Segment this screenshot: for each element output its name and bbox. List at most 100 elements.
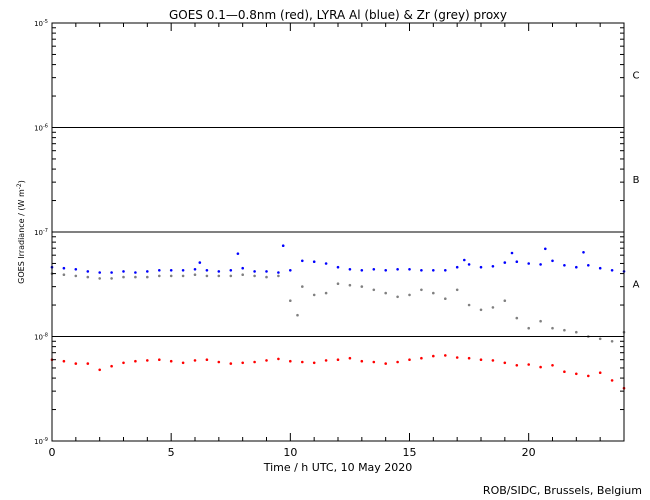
series-2-point (193, 359, 197, 362)
series-0-point (396, 268, 399, 271)
flare-class-label-a: A (633, 280, 640, 291)
series-2-point (598, 371, 602, 375)
series-2 (50, 354, 626, 390)
series-1-point (384, 291, 388, 295)
series-0-point (289, 269, 292, 272)
series-0-point (372, 268, 376, 271)
series-2-point (98, 368, 101, 372)
series-1-point (86, 275, 90, 279)
series-0-point (312, 260, 316, 264)
series-1-point (551, 326, 554, 330)
series-2-point (217, 360, 221, 364)
flare-class-lines (52, 127, 624, 337)
series-2-point (408, 358, 411, 362)
series-2-point (444, 354, 447, 357)
series-2-point (158, 358, 161, 362)
series-1-point (296, 313, 299, 317)
series-1-point (74, 274, 78, 278)
series-1-point (348, 283, 352, 287)
series-1-point (563, 328, 566, 332)
series-2-point (575, 372, 578, 376)
series-1-point (324, 291, 328, 295)
series-2-point (289, 359, 292, 363)
y-axis-label: GOES Irradiance / (W m-2) (16, 180, 26, 284)
series-2-point (515, 364, 519, 367)
series-2-point (467, 356, 471, 360)
series-1-point (515, 316, 519, 320)
series-0-point (193, 268, 197, 271)
y-tick-label: 10-7 (34, 228, 48, 237)
series-0-point (134, 271, 137, 274)
series-1-point (277, 274, 280, 278)
series-1-point (610, 340, 614, 343)
series-1-point (467, 303, 471, 307)
x-tick-label: 0 (49, 446, 56, 459)
series-2-point (312, 361, 316, 365)
series-2-point (396, 360, 399, 364)
series-0-point (110, 271, 113, 274)
series-0-point (510, 251, 514, 255)
series-2-point (253, 360, 256, 364)
series-1-point (360, 285, 364, 288)
series-1-point (98, 277, 101, 280)
y-tick-label: 10-9 (34, 437, 48, 446)
series-0-point (324, 262, 328, 265)
series-0-point (74, 268, 78, 271)
y-axis-label-close: ) (17, 180, 26, 183)
series-0-point (575, 265, 578, 269)
series-0-point (169, 269, 173, 272)
series-1-point (265, 275, 268, 279)
series-0-point (563, 264, 566, 267)
series-1-point (253, 274, 256, 278)
series-0-point (515, 260, 519, 264)
y-axis: 10-9 10-8 10-7 10-6 10-5 (34, 19, 624, 446)
series-0-point (598, 266, 602, 270)
series-0-point (301, 259, 304, 263)
series-1-point (408, 293, 411, 297)
series-0-point (198, 261, 202, 264)
series-2-point (181, 361, 185, 365)
series-2-point (384, 362, 388, 365)
series-1-point (312, 293, 316, 297)
series-0-point (217, 270, 221, 273)
x-axis-label: Time / h UTC, 10 May 2020 (263, 461, 413, 474)
series-1-point (122, 275, 125, 279)
series-0-point (241, 266, 244, 270)
series-1-point (301, 285, 304, 288)
series-2-point (277, 357, 280, 361)
series-2-point (551, 364, 554, 367)
series-0 (50, 244, 626, 274)
series-2-point (229, 362, 233, 365)
series-0-point (86, 270, 90, 273)
flare-class-label-c: C (633, 71, 640, 82)
series-1-point (420, 288, 423, 292)
x-tick-label: 5 (168, 446, 175, 459)
series-2-point (86, 362, 90, 365)
flare-class-label-b: B (633, 175, 640, 186)
series-0-point (467, 263, 471, 266)
series-0-point (236, 252, 240, 255)
series-2-point (205, 358, 209, 362)
series-0-point (62, 266, 66, 270)
series-2-point (491, 359, 495, 362)
series-1-point (336, 282, 340, 286)
series-0-point (544, 247, 547, 251)
series-2-point (241, 361, 244, 365)
series-1-point (396, 295, 399, 299)
series-0-point (281, 244, 285, 247)
series-2-point (110, 364, 113, 368)
series-0-point (539, 263, 542, 266)
series-0-point (408, 268, 411, 271)
y-tick-label: 10-6 (34, 124, 48, 133)
series-1-point (527, 326, 530, 330)
series-0-point (181, 269, 185, 272)
chart-title: GOES 0.1—0.8nm (red), LYRA Al (blue) & Z… (169, 8, 507, 22)
series-0-point (253, 270, 256, 273)
series-0-point (205, 269, 209, 272)
series-2-point (74, 362, 78, 365)
series-0-point (551, 259, 554, 263)
series-1-point (598, 337, 602, 341)
series-2-point (420, 356, 423, 360)
series-1-point (432, 291, 435, 295)
